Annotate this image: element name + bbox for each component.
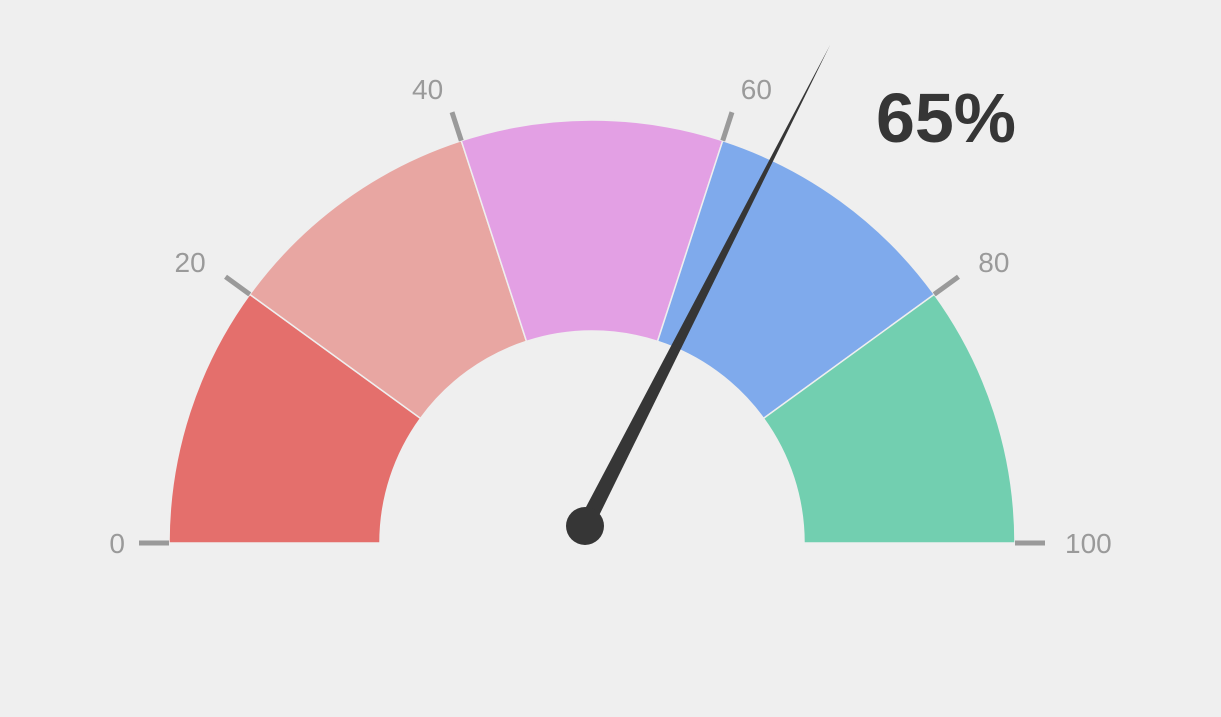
gauge-tick-20 (224, 274, 252, 297)
gauge-tick-label-100: 100 (1065, 528, 1112, 559)
gauge-ticks (139, 111, 1045, 546)
gauge-needle-group (566, 44, 831, 545)
gauge-tick-label-40: 40 (412, 74, 443, 105)
gauge-tick-label-60: 60 (741, 74, 772, 105)
gauge-bands (168, 119, 1016, 544)
gauge-tick-labels: 0 20 40 60 80 100 (109, 74, 1111, 559)
gauge-tick-60 (720, 111, 735, 142)
gauge-band-3 (460, 119, 724, 343)
gauge-needle (577, 44, 831, 530)
gauge-tick-label-80: 80 (978, 247, 1009, 278)
gauge-tick-80 (932, 274, 960, 297)
gauge-band-2 (248, 139, 528, 420)
gauge-value-label: 65% (876, 79, 1016, 157)
gauge-band-5 (762, 293, 1016, 544)
gauge-band-1 (168, 293, 422, 544)
gauge-needle-hub (566, 507, 604, 545)
gauge-tick-40 (449, 111, 464, 142)
gauge-tick-label-20: 20 (175, 247, 206, 278)
gauge-tick-label-0: 0 (109, 528, 125, 559)
gauge-band-4 (656, 139, 936, 420)
